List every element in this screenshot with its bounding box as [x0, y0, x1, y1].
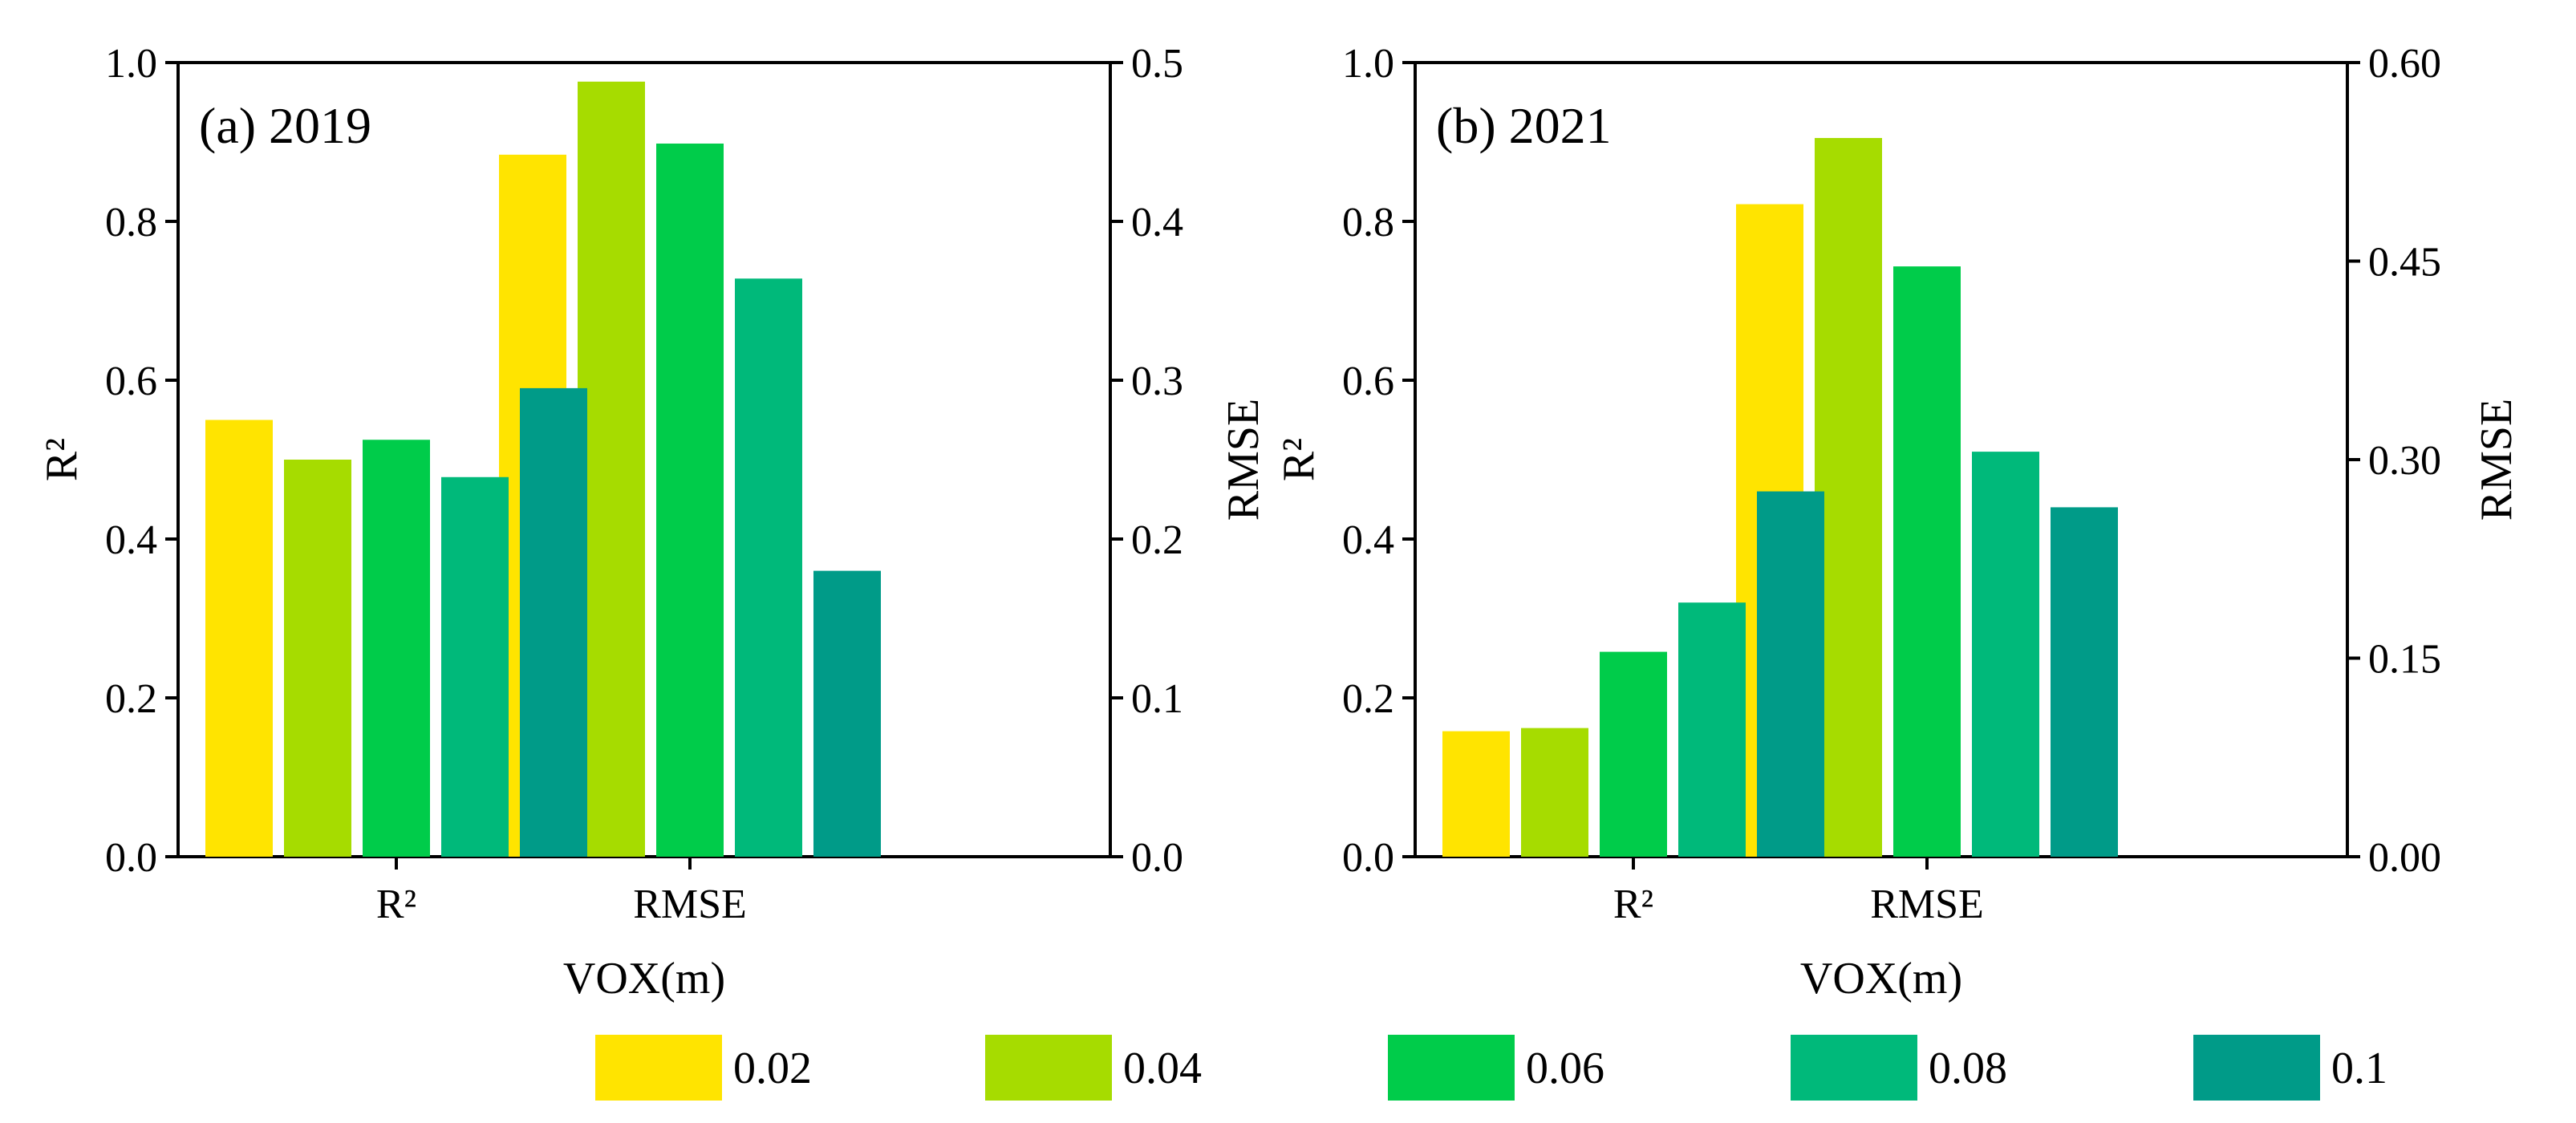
bar-r2-0.02: [1442, 731, 1510, 857]
bar-r2-0.08: [441, 476, 509, 857]
y-tick-label: 1.0: [105, 41, 157, 87]
bar-r2-0.06: [363, 440, 430, 857]
bar-r2-0.02: [205, 420, 273, 857]
legend-label: 0.04: [1123, 1044, 1202, 1093]
y2-tick-label: 0.4: [1131, 200, 1183, 245]
y-tick-label: 0.8: [105, 200, 157, 245]
x-tick-label: R²: [376, 882, 416, 927]
y-tick-label: 1.0: [1342, 41, 1394, 87]
bar-r2-0.04: [284, 460, 351, 857]
bar-rmse-0.06: [1893, 266, 1961, 857]
y2-tick-label: 0.15: [2368, 637, 2441, 683]
y-tick-label: 0.2: [1342, 676, 1394, 722]
x-tick-label: R²: [1613, 882, 1653, 927]
bar-rmse-0.08: [735, 278, 802, 857]
panel-title: (b) 2021: [1436, 97, 1612, 154]
y2-tick-label: 0.00: [2368, 835, 2441, 881]
y2-axis-title: RMSE: [2472, 399, 2521, 521]
legend-swatch-0.1: [2193, 1035, 2320, 1101]
legend-label: 0.02: [733, 1044, 812, 1093]
y2-tick-label: 0.60: [2368, 41, 2441, 87]
x-axis-ticks: R² RMSE: [376, 857, 747, 927]
x-axis-ticks: R² RMSE: [1613, 857, 1984, 927]
panel-title: (a) 2019: [199, 97, 371, 154]
x-axis-title: VOX(m): [563, 954, 725, 1003]
panel-2019: (a) 2019 0.0 0.2 0.4 0.6 0.8 1.0 0.0 0.1 0.2 0.3…: [37, 41, 1268, 1003]
y-tick-label: 0.0: [105, 835, 157, 881]
legend-label: 0.06: [1526, 1044, 1604, 1093]
right-axis-ticks: 0.00 0.15 0.30 0.45 0.60: [2347, 41, 2441, 881]
legend-swatch-0.08: [1791, 1035, 1917, 1101]
y-tick-label: 0.4: [105, 517, 157, 563]
y-tick-label: 0.6: [105, 359, 157, 404]
y-tick-label: 0.6: [1342, 359, 1394, 404]
y2-tick-label: 0.2: [1131, 517, 1183, 563]
bar-rmse-0.1: [2051, 507, 2118, 857]
y-tick-label: 0.0: [1342, 835, 1394, 881]
legend: 0.02 0.04 0.06 0.08 0.1: [595, 1035, 2387, 1101]
y2-tick-label: 0.0: [1131, 835, 1183, 881]
legend-label: 0.08: [1929, 1044, 2007, 1093]
legend-swatch-0.04: [985, 1035, 1112, 1101]
y2-axis-title: RMSE: [1219, 399, 1268, 521]
bar-rmse-0.1: [813, 570, 881, 857]
bar-rmse-0.04: [578, 81, 645, 857]
left-axis-ticks: 0.0 0.2 0.4 0.6 0.8 1.0: [1342, 41, 1415, 881]
legend-swatch-0.02: [595, 1035, 722, 1101]
x-tick-label: RMSE: [1870, 882, 1984, 927]
bar-rmse-0.06: [656, 143, 724, 857]
bar-rmse-0.08: [1972, 452, 2039, 857]
right-axis-ticks: 0.0 0.1 0.2 0.3 0.4 0.5: [1110, 41, 1183, 881]
y-tick-label: 0.8: [1342, 200, 1394, 245]
panel-2021: (b) 2021 0.0 0.2 0.4 0.6 0.8 1.0 0.00 0.15 0.30…: [1274, 41, 2521, 1003]
x-tick-label: RMSE: [633, 882, 747, 927]
bars: [1442, 138, 2118, 857]
bars: [205, 81, 881, 857]
bar-r2-0.04: [1521, 728, 1588, 857]
y2-tick-label: 0.5: [1131, 41, 1183, 87]
bar-r2-0.06: [1600, 651, 1667, 857]
y2-tick-label: 0.30: [2368, 438, 2441, 484]
bar-r2-0.08: [1678, 602, 1746, 857]
y-tick-label: 0.2: [105, 676, 157, 722]
x-axis-title: VOX(m): [1800, 954, 1962, 1003]
bar-r2-0.1: [520, 387, 587, 857]
left-axis-ticks: 0.0 0.2 0.4 0.6 0.8 1.0: [105, 41, 178, 881]
y-tick-label: 0.4: [1342, 517, 1394, 563]
legend-swatch-0.06: [1388, 1035, 1515, 1101]
bar-rmse-0.04: [1815, 138, 1882, 857]
y2-tick-label: 0.1: [1131, 676, 1183, 722]
y2-tick-label: 0.3: [1131, 359, 1183, 404]
legend-label: 0.1: [2331, 1044, 2387, 1093]
bar-r2-0.1: [1757, 491, 1824, 857]
y-axis-title: R²: [37, 438, 87, 481]
y-axis-title: R²: [1274, 438, 1324, 481]
y2-tick-label: 0.45: [2368, 240, 2441, 286]
